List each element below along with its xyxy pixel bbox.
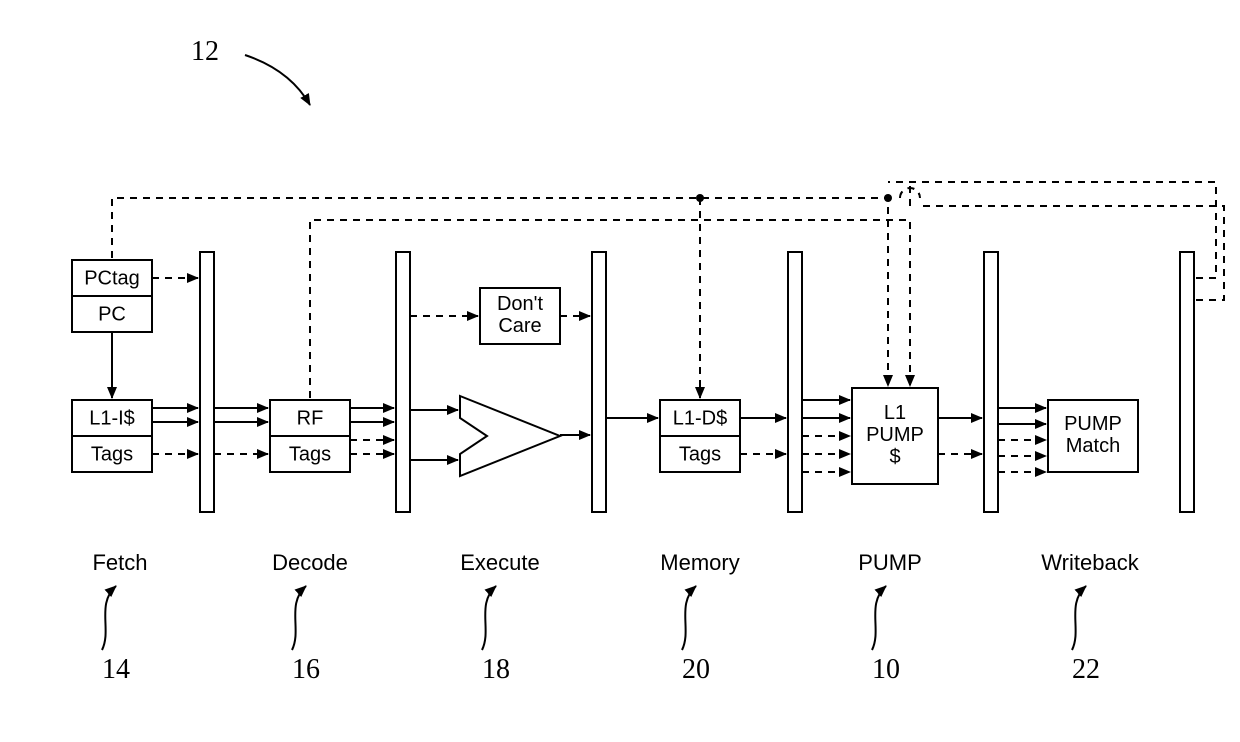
svg-text:PUMPMatch: PUMPMatch [1064,413,1122,457]
pipeline-register [396,252,410,512]
ref-arrow [292,586,306,650]
ref-number: 22 [1072,654,1100,685]
stage-label: Writeback [1041,550,1139,575]
stage-label: PUMP [858,550,922,575]
ref-number: 12 [191,36,219,67]
ref-number: 10 [872,654,900,685]
stage-label: Memory [660,550,739,575]
ref-arrow [872,586,886,650]
svg-text:PC: PC [98,303,126,325]
feedback-line [888,182,1216,278]
svg-text:L1-D$: L1-D$ [673,407,727,429]
junction-dot [696,194,704,202]
ref-arrow [102,586,116,650]
stage-label: Decode [272,550,348,575]
ref-arrow [482,586,496,650]
pipeline-register [1180,252,1194,512]
pipeline-register [592,252,606,512]
pipeline-register [984,252,998,512]
ref-number: 14 [102,654,130,685]
ref-number: 20 [682,654,710,685]
pipeline-register [200,252,214,512]
ref-arrow [245,55,310,105]
svg-text:Don'tCare: Don'tCare [497,293,544,337]
feedback-line [918,206,1224,300]
ref-arrow [1072,586,1086,650]
stage-label: Fetch [92,550,147,575]
alu-shape [460,396,560,476]
pipeline-register [788,252,802,512]
ref-arrow [682,586,696,650]
stage-label: Execute [460,550,540,575]
svg-text:Tags: Tags [91,443,133,465]
svg-text:RF: RF [297,407,324,429]
svg-text:PCtag: PCtag [84,267,140,289]
svg-text:Tags: Tags [679,443,721,465]
ref-number: 16 [292,654,320,685]
svg-text:L1-I$: L1-I$ [89,407,135,429]
svg-text:Tags: Tags [289,443,331,465]
junction-dot [884,194,892,202]
ref-number: 18 [482,654,510,685]
